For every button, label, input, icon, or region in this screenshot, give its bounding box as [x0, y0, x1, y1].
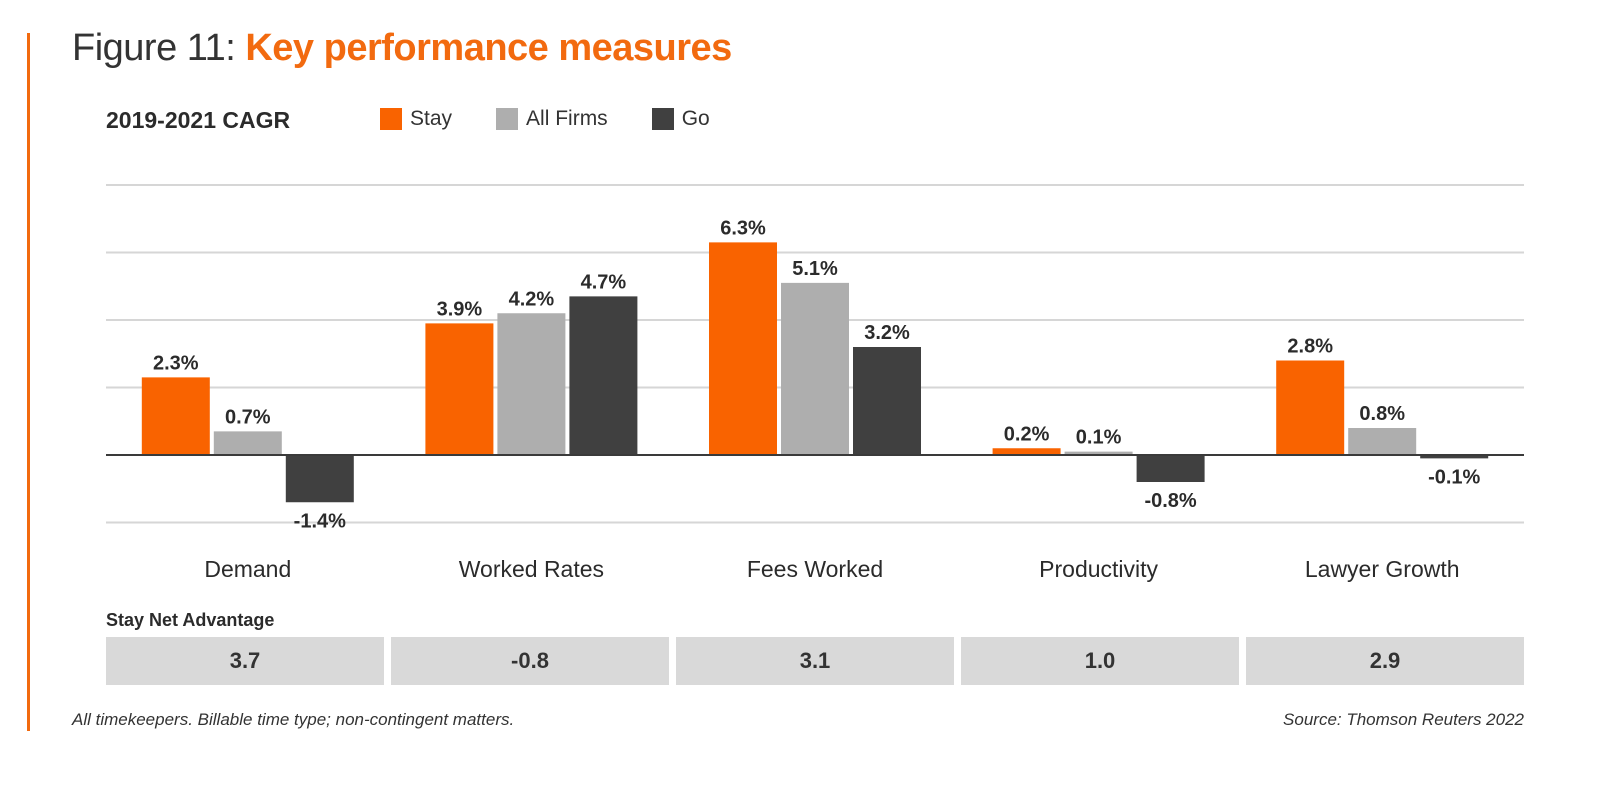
bar-stay [425, 323, 494, 455]
net-advantage-demand: 3.7 [106, 637, 384, 685]
net-advantage-row: 3.7 -0.8 3.1 1.0 2.9 [106, 637, 1524, 685]
legend-swatch-go [651, 108, 674, 130]
data-label-go: -0.8% [1144, 490, 1196, 512]
category-label: Lawyer Growth [1305, 556, 1460, 582]
bar-all-firms [497, 313, 566, 455]
bar-chart: 2.3% 0.7% -1.4% 3.9% 4.2% 4.7% 6.3% 5.1% 3.2% 0.2… [106, 184, 1524, 582]
data-label-all-firms: 0.1% [1076, 427, 1122, 449]
bar-go [853, 347, 921, 455]
data-label-all-firms: 4.2% [509, 288, 555, 310]
bar-stay [709, 242, 777, 455]
net-advantage-fees-worked: 3.1 [676, 637, 954, 685]
bar-all-firms [1064, 451, 1133, 455]
net-advantage-worked-rates: -0.8 [391, 637, 669, 685]
category-label: Demand [204, 556, 291, 582]
data-label-go: 3.2% [864, 322, 910, 344]
net-advantage-label: Stay Net Advantage [106, 610, 275, 630]
data-label-stay: 3.9% [437, 298, 483, 320]
data-labels: 2.3% 0.7% -1.4% 3.9% 4.2% 4.7% 6.3% 5.1% 3.2% 0.2… [153, 217, 1481, 532]
category-label: Fees Worked [747, 556, 883, 582]
net-advantage-lawyer-growth: 2.9 [1246, 637, 1524, 685]
source-note: Source: Thomson Reuters 2022 [1283, 710, 1524, 729]
net-advantage-productivity: 1.0 [961, 637, 1239, 685]
bar-go [569, 296, 638, 455]
legend-label-go: Go [681, 107, 710, 130]
category-labels: Demand Worked Rates Fees Worked Productivit… [204, 556, 1459, 582]
accent-rule [27, 33, 30, 731]
data-label-stay: 0.2% [1004, 423, 1050, 445]
data-label-stay: 2.8% [1287, 336, 1333, 358]
chart-title: Figure 11: Key performance measures [72, 26, 732, 70]
figure-number: Figure 11: [72, 27, 236, 69]
legend-item-all-firms: All Firms [496, 107, 608, 131]
legend-item-go: Go [651, 107, 710, 131]
legend-item-stay: Stay [380, 107, 452, 131]
category-label: Productivity [1039, 556, 1158, 582]
bar-stay [1276, 360, 1345, 455]
bar-go [1136, 455, 1205, 482]
data-label-stay: 2.3% [153, 352, 199, 374]
legend-swatch-stay [380, 108, 402, 130]
footnote: All timekeepers. Billable time type; non… [72, 710, 515, 729]
data-label-all-firms: 5.1% [792, 258, 838, 280]
data-label-go: -0.1% [1428, 466, 1480, 488]
bars [141, 242, 1489, 503]
legend-label-stay: Stay [410, 107, 453, 130]
bar-all-firms [1348, 428, 1417, 455]
title-main: Key performance measures [245, 27, 732, 69]
bar-go [285, 455, 354, 503]
bar-stay [992, 448, 1061, 455]
legend-label-all-firms: All Firms [526, 107, 608, 130]
legend: Stay All Firms Go [380, 107, 754, 131]
data-label-go: -1.4% [294, 510, 346, 532]
bar-stay [141, 377, 210, 455]
bar-all-firms [213, 431, 282, 455]
data-label-all-firms: 0.8% [1359, 403, 1405, 425]
data-label-all-firms: 0.7% [225, 406, 271, 428]
category-label: Worked Rates [459, 556, 604, 582]
bar-go [1420, 455, 1489, 459]
chart-subtitle: 2019-2021 CAGR [106, 107, 291, 133]
data-label-go: 4.7% [581, 271, 627, 293]
bar-all-firms [781, 282, 849, 455]
data-label-stay: 6.3% [720, 217, 766, 239]
legend-swatch-all-firms [496, 108, 519, 130]
